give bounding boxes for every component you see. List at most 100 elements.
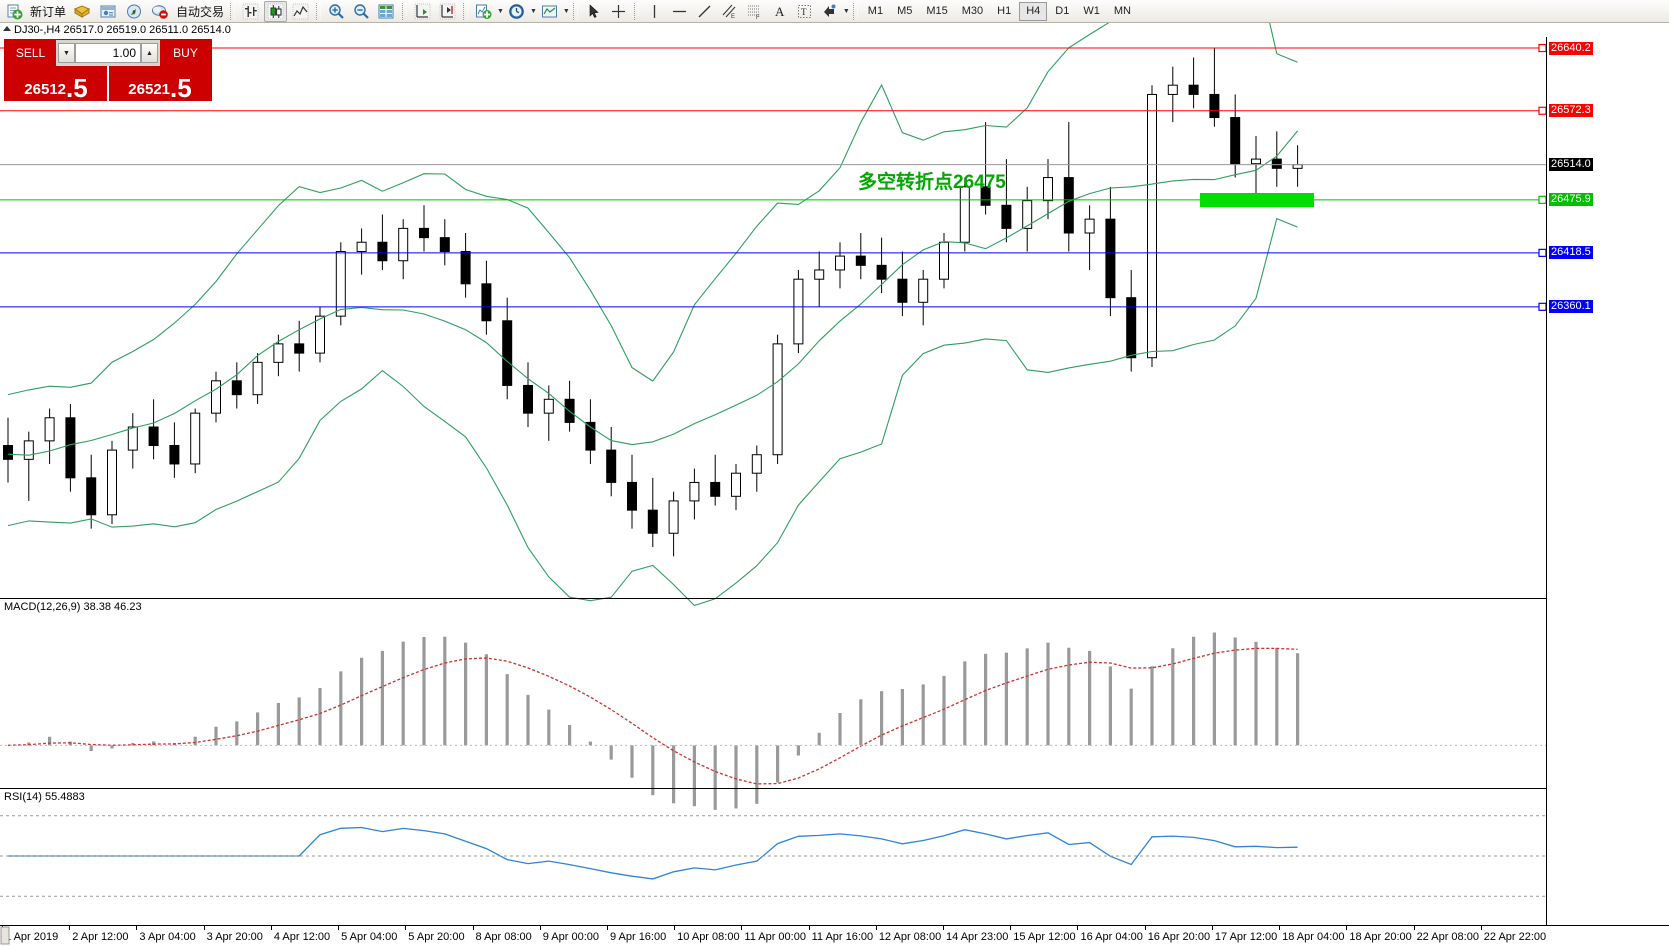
timeframe-d1[interactable]: D1 <box>1055 5 1070 17</box>
price-level-tag-last-price[interactable]: 26514.0 <box>1549 158 1593 172</box>
candlestick <box>647 477 658 548</box>
candlestick <box>564 380 575 432</box>
trendline-icon[interactable] <box>693 1 716 22</box>
sell-button[interactable]: SELL <box>5 40 56 66</box>
candlestick <box>689 468 700 520</box>
auto-scroll-icon[interactable] <box>411 1 434 22</box>
time-axis-label: 5 Apr 20:00 <box>408 931 465 943</box>
price-level-tag-pivot[interactable]: 26475.9 <box>1549 193 1593 207</box>
indicators-icon[interactable] <box>472 1 495 22</box>
candlestick <box>23 431 34 501</box>
time-axis-label: 15 Apr 12:00 <box>1013 931 1076 943</box>
time-axis-label: 9 Apr 16:00 <box>609 931 667 943</box>
candlestick <box>148 399 159 460</box>
volume-decrease-button[interactable]: ▼ <box>58 43 75 63</box>
candlestick <box>585 399 596 464</box>
bar-chart-icon[interactable] <box>239 1 262 22</box>
timeframe-h1[interactable]: H1 <box>997 5 1012 17</box>
timeframe-m5[interactable]: M5 <box>897 5 913 17</box>
new-order-icon[interactable] <box>3 1 26 22</box>
price-level-tag-resistance[interactable]: 26572.3 <box>1549 104 1593 118</box>
green-highlight-rectangle[interactable] <box>1200 193 1314 207</box>
candlestick <box>1063 122 1074 252</box>
timeframe-w1[interactable]: W1 <box>1083 5 1100 17</box>
time-axis-label: 11 Apr 16:00 <box>811 931 874 943</box>
candlestick <box>1271 131 1282 187</box>
price-level-tag-support[interactable]: 26360.1 <box>1549 300 1593 314</box>
fibonacci-icon[interactable]: F <box>743 1 766 22</box>
time-axis[interactable]: 1 Apr 2019 2 Apr 12:00 3 Apr 04:00 3 Apr 20… <box>0 925 1669 946</box>
time-tick-mark <box>808 926 810 930</box>
crosshair-icon[interactable] <box>607 1 630 22</box>
volume-increase-button[interactable]: ▲ <box>141 43 158 63</box>
level-handle[interactable] <box>1538 106 1547 115</box>
auto-trading-icon[interactable] <box>148 1 172 22</box>
timeframe-m1[interactable]: M1 <box>867 5 884 17</box>
period-dropdown-caret[interactable]: ▼ <box>529 7 537 15</box>
buy-button[interactable]: BUY <box>160 40 211 66</box>
toolbar-separator <box>402 2 408 20</box>
price-level-tag-resistance[interactable]: 26640.2 <box>1549 41 1593 55</box>
auto-trading-label[interactable]: 自动交易 <box>176 4 225 19</box>
toolbar-separator <box>316 2 322 20</box>
time-axis-label: 18 Apr 04:00 <box>1282 931 1345 943</box>
candlestick <box>523 362 533 428</box>
volume-input[interactable]: 1.00 <box>75 43 141 63</box>
candlestick <box>751 445 762 492</box>
indicators-dropdown-caret[interactable]: ▼ <box>497 7 504 15</box>
timeframe-mn[interactable]: MN <box>1113 5 1131 17</box>
line-chart-icon[interactable] <box>289 1 312 22</box>
candlestick-chart-icon[interactable] <box>264 0 288 22</box>
horizontal-line-icon[interactable] <box>668 1 691 22</box>
timeframe-m30[interactable]: M30 <box>961 5 984 17</box>
sell-price-display[interactable]: 26512 .5 <box>5 66 107 101</box>
candlestick <box>315 306 325 363</box>
time-tick-mark <box>606 926 608 930</box>
price-level-tag-support[interactable]: 26418.5 <box>1549 246 1593 260</box>
candlestick <box>1167 66 1178 123</box>
candlestick <box>1188 57 1199 109</box>
time-axis-label: 2 Apr 12:00 <box>72 931 129 943</box>
templates-icon[interactable] <box>538 1 561 22</box>
arrows-shapes-icon[interactable] <box>818 1 841 22</box>
buy-price-display[interactable]: 26521 .5 <box>109 66 211 101</box>
cursor-icon[interactable] <box>582 1 605 22</box>
text-label-icon[interactable]: T <box>793 1 816 22</box>
candlestick <box>980 122 991 215</box>
equidistant-channel-icon[interactable]: E <box>718 1 741 22</box>
candlestick <box>1230 94 1241 178</box>
level-handle[interactable] <box>1538 43 1547 53</box>
shapes-dropdown-caret[interactable]: ▼ <box>842 7 850 15</box>
chart-canvas-area[interactable]: DJ30-,H4 26517.0 26519.0 26511.0 26514.0… <box>0 23 1669 946</box>
candlestick <box>169 422 180 478</box>
time-axis-label: 1 Apr 2019 <box>5 931 59 943</box>
level-handle[interactable] <box>1538 302 1547 311</box>
chart-shift-end-icon[interactable] <box>436 1 459 22</box>
navigator-icon[interactable] <box>122 1 146 22</box>
level-handle[interactable] <box>1538 195 1547 204</box>
new-order-label[interactable]: 新订单 <box>30 4 67 19</box>
horizontal-scrollbar-thumb[interactable] <box>0 925 10 946</box>
timeframe-h4[interactable]: H4 <box>1019 1 1048 21</box>
timeframe-m15[interactable]: M15 <box>926 5 948 17</box>
time-axis-label: 4 Apr 12:00 <box>273 931 331 943</box>
time-axis-label: 3 Apr 04:00 <box>139 931 196 943</box>
candlestick <box>668 491 679 557</box>
collapse-triangle-icon[interactable] <box>3 26 11 31</box>
data-window-icon[interactable] <box>96 1 120 22</box>
level-handle[interactable] <box>1538 248 1547 257</box>
market-watch-icon[interactable] <box>70 1 94 22</box>
chart-annotation-text: 多空转折点26475 <box>858 172 1006 193</box>
zoom-in-icon[interactable] <box>325 1 348 22</box>
period-clock-icon[interactable] <box>505 1 528 22</box>
templates-dropdown-caret[interactable]: ▼ <box>562 7 570 15</box>
zoom-out-icon[interactable] <box>350 1 373 22</box>
chart-shift-icon[interactable] <box>375 1 398 22</box>
time-axis-label: 18 Apr 20:00 <box>1349 931 1412 943</box>
candlestick <box>959 177 970 252</box>
candlestick <box>1292 145 1303 187</box>
vertical-line-icon[interactable] <box>643 1 666 22</box>
macd-panel-separator <box>0 598 1546 599</box>
text-tool-icon[interactable]: A <box>768 1 791 22</box>
